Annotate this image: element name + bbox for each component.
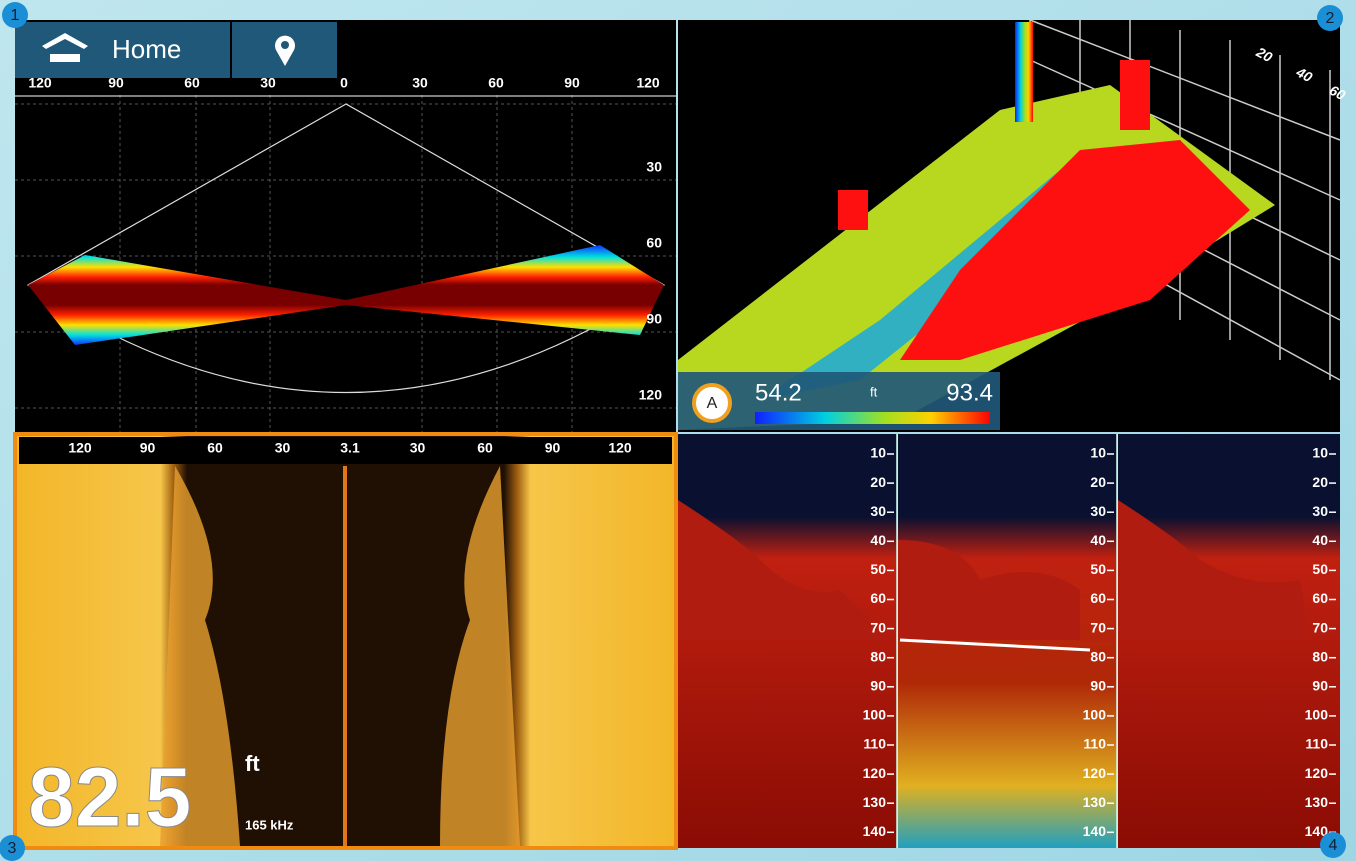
depth-label: 110 xyxy=(1083,736,1106,752)
callout-number: 3 xyxy=(8,840,17,857)
depth-label: 20 xyxy=(1090,474,1106,490)
depth-label: 10 xyxy=(1090,445,1106,461)
scale-label: 120 xyxy=(608,440,632,456)
depth-label: 50 xyxy=(1312,561,1328,577)
depth-label: 60 xyxy=(1090,590,1106,606)
depth-value: 82.5 xyxy=(28,750,192,844)
depth-label: 130 xyxy=(1305,794,1329,810)
callout-number: 1 xyxy=(11,7,20,24)
depth-label: 20 xyxy=(870,474,886,490)
scale-label: 90 xyxy=(646,311,662,327)
depth-label: 10 xyxy=(1312,445,1328,461)
depth-label: 100 xyxy=(1305,707,1329,723)
scale-label: 60 xyxy=(477,440,493,456)
scale-label: 90 xyxy=(564,75,580,91)
depth-label: 40 xyxy=(1312,532,1328,548)
depth-label: 30 xyxy=(1312,503,1328,519)
depth-label: 140 xyxy=(1083,823,1107,839)
depth-label: 10 xyxy=(870,445,886,461)
depth-label: 60 xyxy=(1312,590,1328,606)
depth-label: 100 xyxy=(1083,707,1107,723)
scale-label: 90 xyxy=(545,440,561,456)
depth-label: 140 xyxy=(863,823,887,839)
callout-number: 4 xyxy=(1329,837,1338,854)
scale-label: 90 xyxy=(140,440,156,456)
legend-max: 93.4 xyxy=(946,379,993,406)
depth-label: 90 xyxy=(1312,678,1328,694)
depth-label: 120 xyxy=(1083,765,1107,781)
screen: Home A 54.2 ft 93.4 82.5 ft 165 kHz 1209… xyxy=(0,0,1356,861)
depth-label: 70 xyxy=(870,619,886,635)
depth-label: 50 xyxy=(870,561,886,577)
depth-label: 130 xyxy=(863,794,887,810)
scale-label: 30 xyxy=(260,75,276,91)
legend-unit: ft xyxy=(870,384,878,399)
depth-unit: ft xyxy=(245,751,260,776)
3d-sonar-panel xyxy=(678,20,1340,432)
fishfinder-panel xyxy=(678,434,1340,848)
scale-label: 120 xyxy=(639,387,663,403)
depth-label: 100 xyxy=(863,707,887,723)
depth-label: 40 xyxy=(1090,532,1106,548)
callout-number: 2 xyxy=(1326,10,1335,27)
scale-label: 30 xyxy=(646,159,662,175)
depth-label: 50 xyxy=(1090,561,1106,577)
scale-label: 60 xyxy=(646,235,662,251)
scale-label: 30 xyxy=(275,440,291,456)
depth-label: 110 xyxy=(863,736,886,752)
scale-label: 60 xyxy=(488,75,504,91)
scale-label: 60 xyxy=(184,75,200,91)
depth-label: 70 xyxy=(1090,619,1106,635)
scale-label: 90 xyxy=(108,75,124,91)
scale-label: 30 xyxy=(410,440,426,456)
scale-label: 30 xyxy=(412,75,428,91)
depth-label: 110 xyxy=(1305,736,1328,752)
legend-badge: A xyxy=(707,395,718,412)
scale-label: 0 xyxy=(340,75,348,91)
depth-label: 130 xyxy=(1083,794,1107,810)
home-label[interactable]: Home xyxy=(112,34,181,64)
legend-min: 54.2 xyxy=(755,379,802,406)
depth-label: 120 xyxy=(1305,765,1329,781)
depth-label: 90 xyxy=(1090,678,1106,694)
depth-label: 80 xyxy=(1312,648,1328,664)
depth-label: 90 xyxy=(870,678,886,694)
frequency: 165 kHz xyxy=(245,817,294,832)
scale-label: 3.1 xyxy=(340,440,360,456)
depth-label: 30 xyxy=(1090,503,1106,519)
page: Home A 54.2 ft 93.4 82.5 ft 165 kHz 1209… xyxy=(0,0,1356,861)
scale-label: 120 xyxy=(68,440,92,456)
scale-label: 120 xyxy=(636,75,660,91)
depth-label: 20 xyxy=(1312,474,1328,490)
scale-label: 60 xyxy=(207,440,223,456)
depth-label: 120 xyxy=(863,765,887,781)
depth-label: 80 xyxy=(870,648,886,664)
scale-label: 120 xyxy=(28,75,52,91)
depth-label: 30 xyxy=(870,503,886,519)
depth-label: 80 xyxy=(1090,648,1106,664)
depth-label: 40 xyxy=(870,532,886,548)
depth-legend: A 54.2 ft 93.4 xyxy=(678,372,1000,430)
home-button[interactable]: Home xyxy=(15,22,230,78)
depth-label: 70 xyxy=(1312,619,1328,635)
depth-label: 60 xyxy=(870,590,886,606)
location-button[interactable] xyxy=(232,22,337,78)
